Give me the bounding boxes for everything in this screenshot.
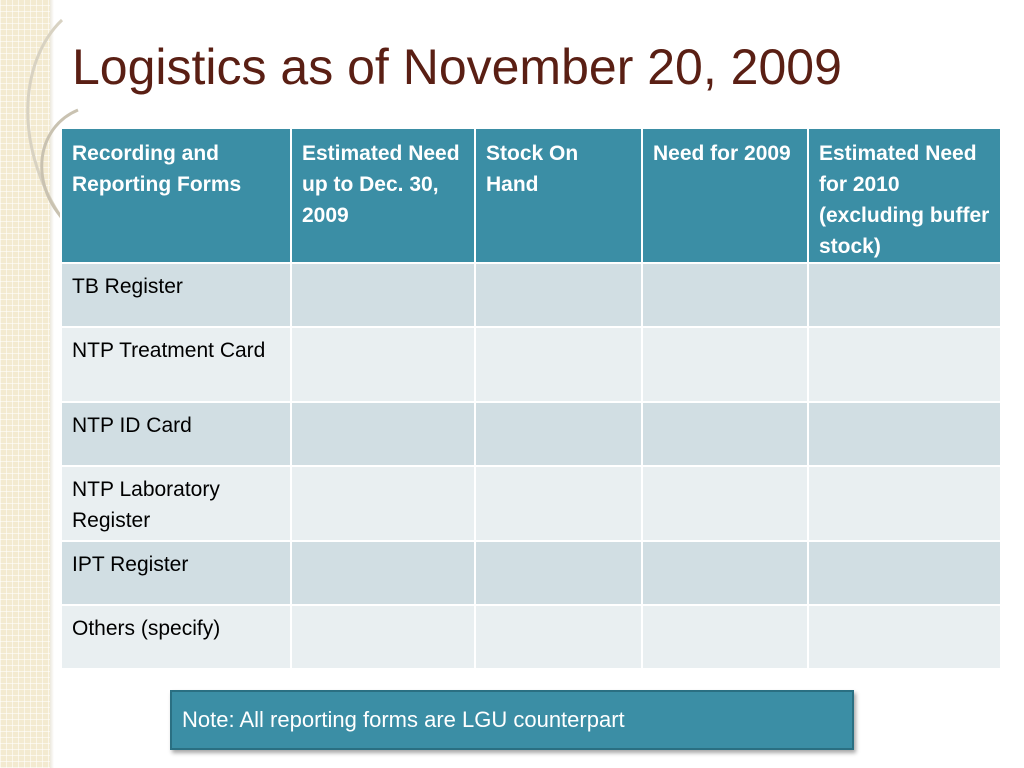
row-label: NTP Treatment Card <box>60 326 292 403</box>
table-cell <box>641 540 809 606</box>
table-cell <box>474 604 643 670</box>
table-cell <box>474 262 643 328</box>
row-label: NTP Laboratory Register <box>60 465 292 542</box>
table-cell <box>807 604 1002 670</box>
table-cell <box>474 326 643 403</box>
table-cell <box>290 604 476 670</box>
table-row: Others (specify) <box>60 604 1002 670</box>
table-cell <box>474 540 643 606</box>
note-box: Note: All reporting forms are LGU counte… <box>170 690 854 750</box>
table-cell <box>290 326 476 403</box>
table-row: TB Register <box>60 262 1002 328</box>
table-cell <box>474 465 643 542</box>
row-label: TB Register <box>60 262 292 328</box>
table-cell <box>807 262 1002 328</box>
table-row: NTP ID Card <box>60 401 1002 467</box>
table-cell <box>807 401 1002 467</box>
table-cell <box>290 465 476 542</box>
table-cell <box>474 401 643 467</box>
table-cell <box>641 465 809 542</box>
table-row: NTP Treatment Card <box>60 326 1002 403</box>
slide-title: Logistics as of November 20, 2009 <box>72 39 842 95</box>
table-cell <box>641 401 809 467</box>
table-cell <box>807 540 1002 606</box>
table-cell <box>807 465 1002 542</box>
table-cell <box>290 540 476 606</box>
table-cell <box>641 262 809 328</box>
table-cell <box>641 326 809 403</box>
strip-shadow <box>50 0 54 768</box>
decorative-side-strip <box>0 0 50 768</box>
header-stock-on-hand: Stock On Hand <box>474 127 643 264</box>
header-estimated-need-2010: Estimated Need for 2010 (excluding buffe… <box>807 127 1002 264</box>
table-row: IPT Register <box>60 540 1002 606</box>
row-label: Others (specify) <box>60 604 292 670</box>
table-cell <box>290 262 476 328</box>
row-label: NTP ID Card <box>60 401 292 467</box>
table-cell <box>807 326 1002 403</box>
table-header-row: Recording and Reporting Forms Estimated … <box>60 127 1002 264</box>
table-row: NTP Laboratory Register <box>60 465 1002 542</box>
table-cell <box>290 401 476 467</box>
table-cell <box>641 604 809 670</box>
header-estimated-need-dec: Estimated Need up to Dec. 30, 2009 <box>290 127 476 264</box>
row-label: IPT Register <box>60 540 292 606</box>
logistics-table: Recording and Reporting Forms Estimated … <box>60 127 1002 670</box>
header-forms: Recording and Reporting Forms <box>60 127 292 264</box>
header-need-2009: Need for 2009 <box>641 127 809 264</box>
